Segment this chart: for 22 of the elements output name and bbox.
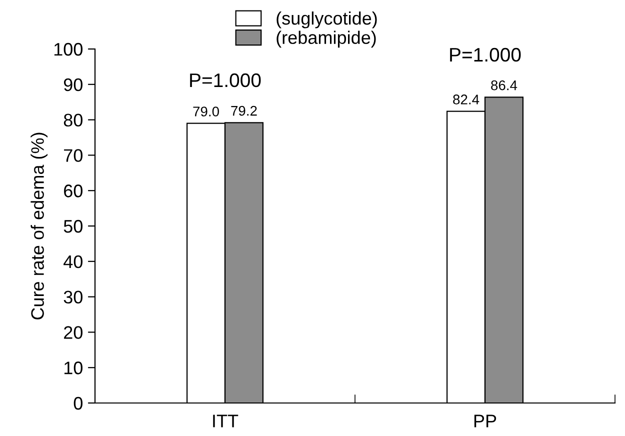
y-tick-label: 100 <box>54 42 82 56</box>
x-tick-label: PP <box>474 414 496 428</box>
y-tick-label: 30 <box>64 290 82 304</box>
data-label: 82.4 <box>453 94 480 104</box>
annotation: P=1.000 <box>450 48 521 62</box>
legend-label: (rebamipide) <box>276 30 376 48</box>
x-tick-label: ITT <box>213 414 238 428</box>
y-tick-label: 80 <box>64 114 82 127</box>
legend-label: (suglycotide) <box>276 11 377 28</box>
y-tick-label: 50 <box>64 220 82 233</box>
y-tick-label: 10 <box>64 362 82 374</box>
y-tick-label: 90 <box>64 78 82 92</box>
annotation: P=1.000 <box>190 73 261 88</box>
y-tick-label: 40 <box>64 255 82 268</box>
y-tick-label: 60 <box>64 184 82 198</box>
data-label: 79.2 <box>231 106 257 116</box>
y-tick-label: 20 <box>64 326 82 339</box>
data-label: 86.4 <box>491 80 518 90</box>
data-label: 79.0 <box>193 106 219 116</box>
y-tick-label: 0 <box>74 396 82 410</box>
y-axis-title: Cure rate of edema (%) <box>30 132 48 320</box>
y-tick-label: 70 <box>64 149 82 162</box>
